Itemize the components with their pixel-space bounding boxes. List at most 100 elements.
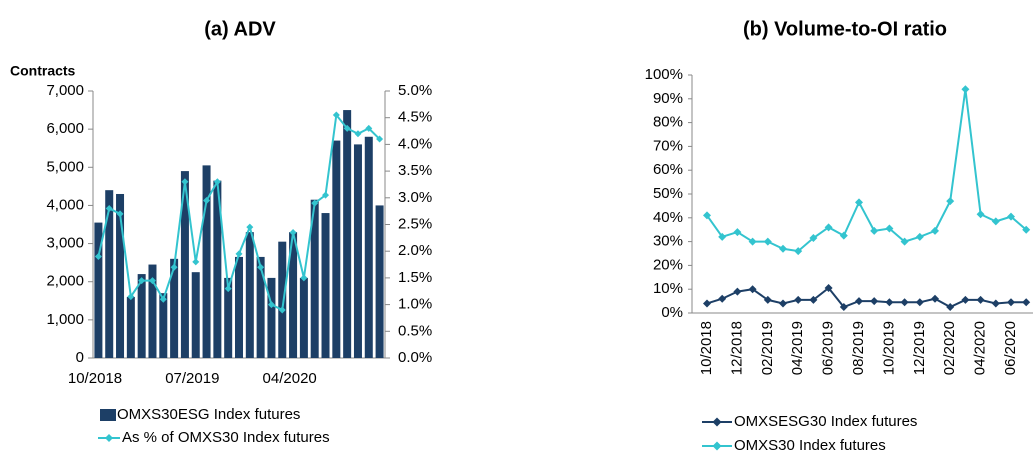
legend-label: OMXS30ESG Index futures [117,406,300,423]
marker [203,196,211,204]
marker [839,303,848,312]
marker [376,135,384,143]
x-tick-label: 08/2019 [850,321,867,375]
legend-swatch [100,409,116,421]
marker [1007,212,1015,221]
bar [289,232,298,358]
y2-tick-label: 3.0% [398,189,432,206]
marker [127,293,135,301]
marker [824,284,833,293]
bar [310,199,319,358]
bar [105,190,114,358]
marker [332,111,340,119]
marker [703,211,711,220]
bar [343,110,352,358]
marker [718,232,727,241]
marker [322,191,330,199]
marker [246,223,254,231]
marker [235,250,243,258]
chart-title: (a) ADV [204,18,276,40]
marker [915,232,924,241]
bar [234,256,244,358]
marker [885,298,894,307]
marker [931,226,939,235]
legend-label: OMXSESG30 Index futures [734,413,917,430]
y-tick-label: 70% [653,137,683,154]
y-tick-label: 100% [645,66,683,83]
bar [321,213,330,358]
marker [839,231,848,240]
y2-tick-label: 4.0% [398,135,432,152]
marker [931,294,939,303]
bar [213,180,222,358]
marker [170,263,178,271]
marker [991,217,1000,226]
y2-tick-label: 4.5% [398,109,432,126]
bar [375,205,384,358]
marker [105,204,113,212]
y-tick-label: 1,000 [46,311,84,328]
x-tick-label: 06/2019 [820,321,837,375]
y-tick-label: 90% [653,90,683,107]
marker [1007,298,1015,307]
y-axis-label: Contracts [10,63,76,79]
legend-label: OMXS30 Index futures [734,437,886,454]
marker [354,130,362,138]
bar [170,258,179,358]
marker [181,178,189,186]
marker [192,258,200,266]
marker [733,287,742,296]
y-tick-label: 50% [653,185,683,202]
marker [748,285,757,294]
marker [148,277,156,285]
bar [137,274,146,358]
marker [779,244,787,253]
y-tick-label: 5,000 [46,158,84,175]
bar [364,136,373,358]
marker [300,274,308,282]
legend-marker [105,434,113,442]
marker [703,299,711,308]
marker [809,295,818,304]
bar [332,140,341,358]
y-tick-label: 4,000 [46,196,84,213]
line [706,89,1027,253]
x-tick-label: 10/2018 [68,370,122,387]
x-tick-label: 04/2020 [263,370,317,387]
y-tick-label: 2,000 [46,273,84,290]
marker [718,294,727,303]
y2-tick-label: 2.0% [398,242,432,259]
marker [116,210,124,218]
x-tick-label: 06/2020 [1002,321,1019,375]
marker [976,295,985,304]
y2-tick-label: 1.5% [398,269,432,286]
y2-tick-label: 2.5% [398,215,432,232]
marker [855,297,863,306]
y-tick-label: 60% [653,161,683,178]
x-tick-label: 02/2020 [941,321,958,375]
x-tick-label: 07/2019 [165,370,219,387]
y2-tick-label: 0.5% [398,322,432,339]
marker [794,295,803,304]
bar [126,296,135,358]
marker [733,228,742,237]
marker [763,295,772,304]
marker [885,224,894,233]
y-tick-label: 0 [76,349,84,366]
x-tick-label: 12/2019 [911,321,928,375]
bar [278,241,287,358]
marker [343,124,351,132]
bar [191,272,200,358]
x-tick-label: 04/2019 [789,321,806,375]
y-tick-label: 10% [653,280,683,297]
marker [224,285,232,293]
bar [116,193,125,358]
marker [976,210,985,219]
marker [946,303,955,312]
bar [202,165,211,358]
marker [213,178,221,186]
bar [267,277,276,358]
y-tick-label: 80% [653,114,683,131]
bar [299,277,308,358]
